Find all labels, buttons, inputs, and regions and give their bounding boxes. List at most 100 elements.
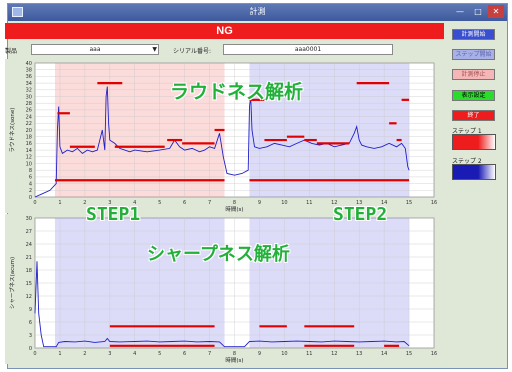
maximize-button[interactable]: □ (474, 7, 482, 16)
x-tick-label: 1 (58, 200, 61, 206)
y-tick-label: 14 (26, 148, 32, 154)
x-tick-label: 14 (381, 200, 387, 206)
step2-color-swatch (452, 164, 496, 180)
x-tick-label: 12 (331, 200, 337, 206)
x-tick-label: 10 (281, 200, 287, 206)
x-tick-label: 4 (133, 351, 136, 357)
x-tick-label: 15 (406, 351, 412, 357)
y-tick-label: 6 (29, 175, 32, 181)
y-tick-label: 18 (26, 268, 32, 274)
exit-button[interactable]: 終了 (452, 110, 495, 121)
y-tick-label: 4 (29, 181, 32, 187)
window-title: 計測 (249, 7, 266, 16)
x-tick-label: 14 (381, 351, 387, 357)
y-tick-label: 3 (29, 333, 32, 339)
x-tick-label: 7 (208, 351, 211, 357)
loudness-chart: 0 1 2 3 4 5 6 7 8 9 10 11 12 13 14 15 16 0 2 4 6 8 10 12 14 16 18 2… (5, 59, 444, 213)
x-tick-label: 3 (108, 351, 111, 357)
minimize-button[interactable]: — (456, 7, 464, 16)
product-select-value: aaa (89, 46, 101, 53)
y-tick-label: 40 (26, 61, 32, 67)
x-tick-label: 11 (306, 351, 312, 357)
title-bar: 計測 — □ ✕ (8, 4, 507, 21)
y-tick-label: 0 (29, 195, 32, 201)
x-tick-label: 0 (33, 200, 36, 206)
y-tick-label: 30 (26, 216, 32, 222)
step1-caption: STEP1 (86, 204, 141, 225)
app-icon (12, 7, 23, 17)
x-tick-label: 2 (83, 200, 86, 206)
x-tick-label: 10 (281, 351, 287, 357)
y-tick-label: 6 (29, 320, 32, 326)
y-axis-label: ラウドネス(sone) (8, 108, 16, 153)
y-tick-label: 24 (26, 242, 32, 248)
sharpness-chart: 0 1 2 3 4 5 6 7 8 9 10 11 12 13 14 15 16 0 3 6 9 12 15 18 21 24 27… (5, 214, 444, 364)
close-button[interactable]: ✕ (488, 5, 504, 18)
sharpness-analysis-caption: シャープネス解析 (147, 244, 290, 265)
x-tick-label: 11 (306, 200, 312, 206)
product-field-row: 製品 aaa ▼ シリアル番号: aaa0001 (5, 43, 444, 57)
x-tick-label: 13 (356, 351, 362, 357)
step1-color-swatch (452, 134, 496, 150)
y-tick-label: 24 (26, 114, 32, 120)
x-tick-label: 8 (233, 200, 236, 206)
display-settings-button[interactable]: 表示設定 (452, 90, 495, 101)
step2-caption: STEP2 (333, 204, 388, 225)
start-measurement-button[interactable]: 計測開始 (452, 29, 495, 40)
x-tick-label: 9 (258, 351, 261, 357)
window-controls: — □ ✕ (452, 5, 504, 18)
data-series-line (34, 261, 410, 348)
x-tick-label: 0 (33, 351, 36, 357)
y-tick-label: 12 (26, 294, 32, 300)
y-tick-label: 20 (26, 128, 32, 134)
sharpness-chart-svg: 0 1 2 3 4 5 6 7 8 9 10 11 12 13 14 15 160369121518212427… (5, 214, 444, 364)
x-tick-label: 16 (431, 351, 437, 357)
x-tick-label: 2 (83, 351, 86, 357)
y-tick-label: 34 (26, 81, 32, 87)
x-tick-label: 12 (331, 351, 337, 357)
y-tick-label: 8 (29, 168, 32, 174)
chevron-down-icon[interactable]: ▼ (152, 46, 157, 53)
x-tick-label: 6 (183, 351, 186, 357)
y-tick-label: 32 (26, 88, 32, 94)
x-tick-label: 15 (406, 200, 412, 206)
y-tick-label: 10 (26, 161, 32, 167)
x-tick-label: 7 (208, 200, 211, 206)
x-tick-label: 5 (158, 351, 161, 357)
y-tick-label: 9 (29, 307, 32, 313)
loudness-chart-svg: 0 1 2 3 4 5 6 7 8 9 10 11 12 13 14 15 160246810121416182… (5, 59, 444, 213)
y-tick-label: 22 (26, 121, 32, 127)
x-tick-label: 9 (258, 200, 261, 206)
step1-legend-label: ステップ 1 (452, 128, 482, 135)
y-tick-label: 12 (26, 155, 32, 161)
y-tick-label: 15 (26, 281, 32, 287)
y-tick-label: 16 (26, 141, 32, 147)
step-start-button[interactable]: ステップ開始 (452, 49, 495, 60)
y-tick-label: 0 (29, 346, 32, 352)
x-tick-label: 5 (158, 200, 161, 206)
x-tick-label: 1 (58, 351, 61, 357)
loudness-analysis-caption: ラウドネス解析 (170, 81, 304, 103)
data-series-line (34, 86, 410, 198)
x-tick-label: 6 (183, 200, 186, 206)
step2-legend-label: ステップ 2 (452, 158, 482, 165)
x-tick-label: 8 (233, 351, 236, 357)
y-tick-label: 21 (26, 255, 32, 261)
stop-measurement-button[interactable]: 計測停止 (452, 69, 495, 80)
x-axis-label: 時間(s) (225, 356, 243, 364)
y-axis-label: シャープネス(acum) (9, 257, 16, 309)
x-tick-label: 13 (356, 200, 362, 206)
y-tick-label: 38 (26, 68, 32, 74)
y-tick-label: 28 (26, 101, 32, 107)
y-tick-label: 2 (29, 188, 32, 194)
y-tick-label: 36 (26, 74, 32, 80)
product-label: 製品 (5, 48, 18, 55)
product-select[interactable]: aaa ▼ (31, 44, 159, 55)
y-tick-label: 27 (26, 229, 32, 235)
x-tick-label: 16 (431, 200, 437, 206)
x-tick-label: 4 (133, 200, 136, 206)
y-tick-label: 26 (26, 108, 32, 114)
x-tick-label: 3 (108, 200, 111, 206)
y-tick-label: 30 (26, 94, 32, 100)
serial-field[interactable]: aaa0001 (223, 44, 393, 55)
